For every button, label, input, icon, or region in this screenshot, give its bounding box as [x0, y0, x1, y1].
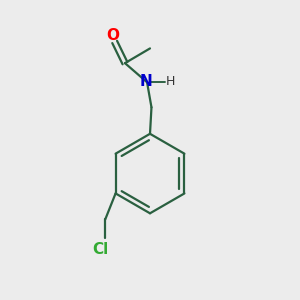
Text: H: H — [166, 75, 175, 88]
Text: O: O — [107, 28, 120, 43]
Text: N: N — [140, 74, 153, 88]
Text: Cl: Cl — [92, 242, 108, 257]
